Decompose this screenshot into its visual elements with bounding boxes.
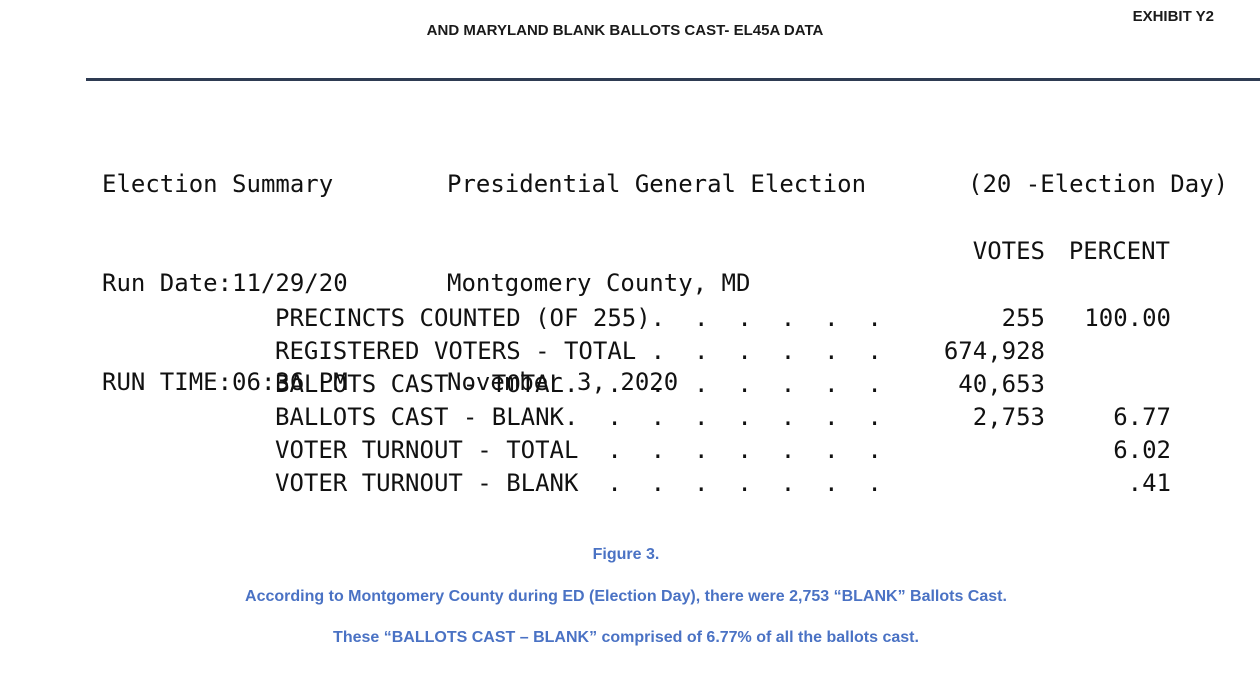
row-percent: 100.00 [1084,304,1171,332]
header-rule [86,78,1260,81]
row-votes: 2,753 [972,403,1045,431]
run-time: RUN TIME:06:36 PM [102,368,348,396]
row-label: BALLOTS CAST - BLANK. . . . . . . . [275,403,882,431]
row-percent: 6.77 [1113,403,1171,431]
report-meta-right: (20 -Election Day) [968,102,1228,234]
report-meta-center: Presidential General Election Montgomery… [447,102,866,432]
row-label: PRECINCTS COUNTED (OF 255). . . . . . [275,304,882,332]
election-name: Presidential General Election [447,170,867,198]
election-date: November 3, 2020 [447,368,679,396]
election-type: (20 -Election Day) [968,170,1229,198]
row-votes: 255 [1001,304,1045,332]
run-date: Run Date:11/29/20 [102,269,348,297]
table-row: REGISTERED VOTERS - TOTAL . . . . . . 67… [275,335,1175,368]
column-headers: VOTES PERCENT [963,235,1170,268]
exhibit-label: EXHIBIT Y2 [1132,8,1214,25]
report-name: Election Summary [102,170,334,198]
table-row: BALLOTS CAST - BLANK. . . . . . . . 2,75… [275,401,1175,434]
report-meta-left: Election Summary Run Date:11/29/20 RUN T… [102,102,348,432]
row-label: VOTER TURNOUT - TOTAL . . . . . . . [275,436,882,464]
row-votes: 40,653 [958,370,1045,398]
row-votes: 674,928 [943,337,1045,365]
caption-line-1: According to Montgomery County during ED… [245,588,1007,605]
row-percent: 6.02 [1113,436,1171,464]
row-label: BALLOTS CAST - TOTAL. . . . . . . . [275,370,882,398]
table-row: PRECINCTS COUNTED (OF 255). . . . . . 25… [275,302,1175,335]
percent-header: PERCENT [1068,237,1170,265]
table-row: VOTER TURNOUT - BLANK . . . . . . . .41 [275,467,1175,500]
caption-line-2: These “BALLOTS CAST – BLANK” comprised o… [333,629,919,646]
votes-header: VOTES [972,237,1045,265]
table-row: BALLOTS CAST - TOTAL. . . . . . . . 40,6… [275,368,1175,401]
figure-label: Figure 3. [592,546,660,563]
document-title: AND MARYLAND BLANK BALLOTS CAST- EL45A D… [426,22,824,39]
row-label: VOTER TURNOUT - BLANK . . . . . . . [275,469,882,497]
row-label: REGISTERED VOTERS - TOTAL . . . . . . [275,337,882,365]
table-row: VOTER TURNOUT - TOTAL . . . . . . . 6.02 [275,434,1175,467]
summary-table: PRECINCTS COUNTED (OF 255). . . . . . 25… [275,302,1175,500]
county-name: Montgomery County, MD [447,269,751,297]
row-percent: .41 [1127,469,1171,497]
